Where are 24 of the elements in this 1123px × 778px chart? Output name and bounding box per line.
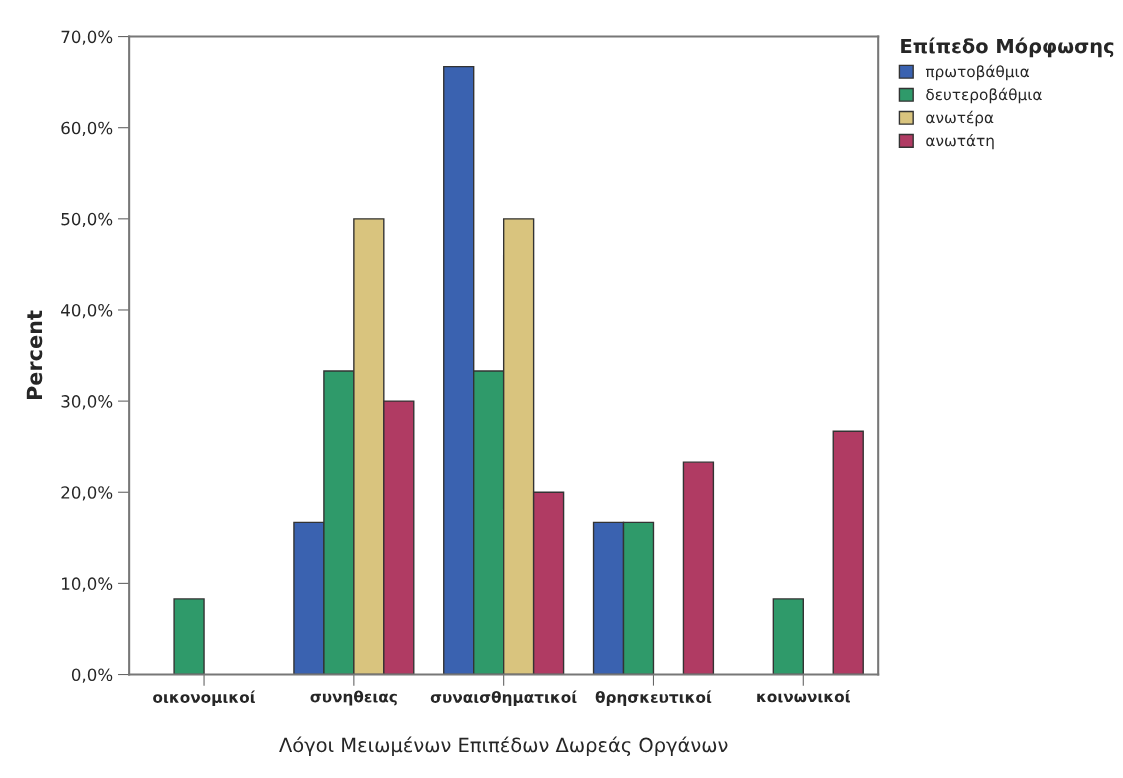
y-tick-label: 20,0% xyxy=(61,486,113,501)
legend-label: δευτεροβάθμια xyxy=(926,87,1042,104)
bar xyxy=(772,598,804,675)
x-tick-label: συνηθειας xyxy=(310,690,397,706)
legend-title: Επίπεδο Μόρφωσης xyxy=(901,37,1114,58)
x-tick-label: συναισθηματικοί xyxy=(430,690,577,706)
bar xyxy=(832,430,864,675)
x-tick-label: κοινωνικοί xyxy=(757,689,851,703)
y-tick-label: 0,0% xyxy=(71,668,113,683)
y-tick-label: 40,0% xyxy=(61,303,113,319)
y-tick-label: 70,0% xyxy=(61,30,113,45)
x-axis-title: Λόγοι Μειωμένων Επιπέδων Δωρεάς Οργάνων xyxy=(279,736,728,757)
bar xyxy=(173,598,205,675)
y-tick-label: 10,0% xyxy=(62,577,113,592)
legend-label: πρωτοβάθμια xyxy=(925,64,1030,81)
x-tick-label: οικονομικοί xyxy=(153,690,256,706)
bar xyxy=(682,461,715,675)
legend-label: ανωτάτη xyxy=(926,133,994,150)
y-tick-label: 50,0% xyxy=(61,212,113,228)
legend-label: ανωτέρα xyxy=(926,110,994,127)
y-axis-title: Percent xyxy=(26,310,43,400)
y-tick-label: 60,0% xyxy=(61,121,113,136)
y-tick-label: 30,0% xyxy=(61,395,113,410)
x-tick-label: θρησκευτικοί xyxy=(595,690,712,706)
